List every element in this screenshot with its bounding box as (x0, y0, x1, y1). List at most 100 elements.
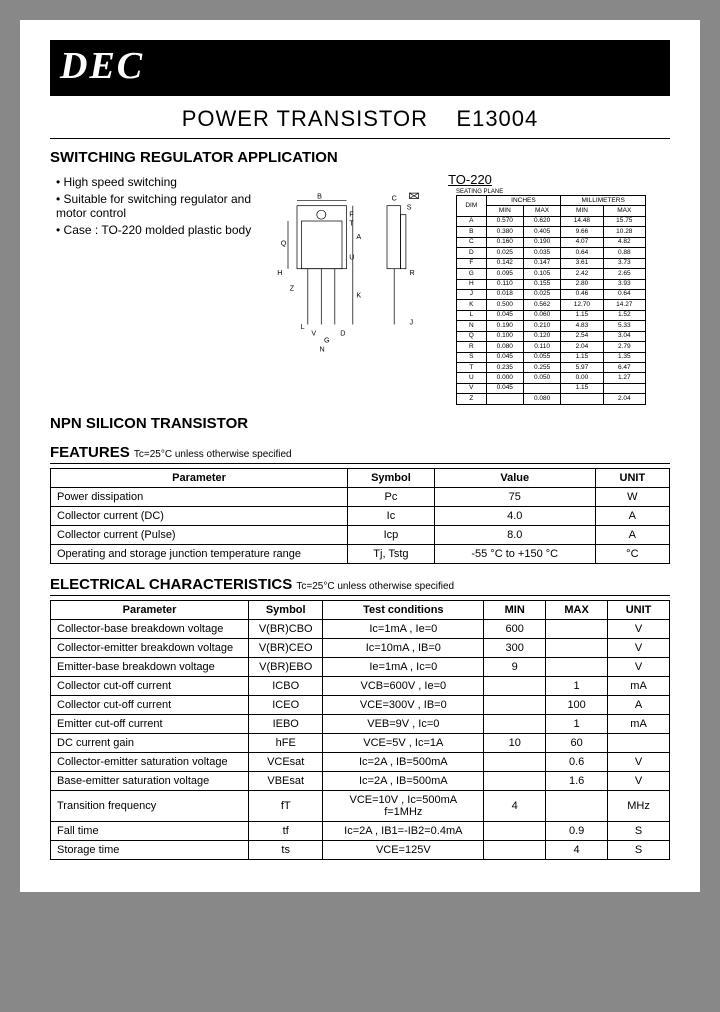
table-cell: A (595, 525, 669, 544)
table-cell: W (595, 487, 669, 506)
col-parameter: Parameter (51, 600, 249, 619)
table-cell: tf (249, 821, 323, 840)
dim-cell: 0.00 (561, 373, 603, 383)
col-max: MAX (546, 600, 608, 619)
top-section: High speed switching Suitable for switch… (50, 172, 670, 405)
table-cell: ICBO (249, 676, 323, 695)
dim-row: U0.0000.0500.001.27 (457, 373, 646, 383)
table-cell: 300 (484, 638, 546, 657)
table-row: Emitter cut-off currentIEBOVEB=9V , Ic=0… (51, 714, 670, 733)
dim-cell: G (457, 269, 487, 279)
part-number: E13004 (456, 106, 538, 131)
table-cell: 1 (546, 676, 608, 695)
dim-cell: 0.100 (486, 331, 523, 341)
table-cell: hFE (249, 733, 323, 752)
svg-text:G: G (324, 336, 330, 345)
table-cell: Ic=2A , IB1=-IB2=0.4mA (323, 821, 484, 840)
dim-row: Z0.0802.04 (457, 394, 646, 404)
table-cell (546, 619, 608, 638)
col-unit: UNIT (595, 468, 669, 487)
table-cell: mA (608, 676, 670, 695)
dim-row: B0.3800.4059.6610.28 (457, 227, 646, 237)
dim-cell: 0.620 (523, 216, 560, 226)
dim-cell: 0.190 (523, 237, 560, 247)
dim-cell (486, 394, 523, 404)
table-cell: Emitter-base breakdown voltage (51, 657, 249, 676)
table-row: Base-emitter saturation voltageVBEsatIc=… (51, 771, 670, 790)
table-row: Collector cut-off currentICEOVCE=300V , … (51, 695, 670, 714)
dim-cell: 3.93 (603, 279, 645, 289)
svg-text:J: J (410, 318, 414, 327)
dim-cell: 1.52 (603, 310, 645, 320)
table-row: Storage timetsVCE=125V4S (51, 840, 670, 859)
table-cell: Transition frequency (51, 790, 249, 821)
application-heading: SWITCHING REGULATOR APPLICATION (50, 149, 670, 168)
table-cell: Storage time (51, 840, 249, 859)
dim-cell: 9.66 (561, 227, 603, 237)
table-cell: Collector-base breakdown voltage (51, 619, 249, 638)
dim-header: DIM (457, 196, 487, 217)
table-cell: VCE=10V , Ic=500mA f=1MHz (323, 790, 484, 821)
inches-header: INCHES (486, 196, 561, 206)
dim-cell: 0.570 (486, 216, 523, 226)
table-cell: 0.6 (546, 752, 608, 771)
svg-text:A: A (356, 232, 361, 241)
dim-cell: 2.65 (603, 269, 645, 279)
table-cell: IEBO (249, 714, 323, 733)
table-cell: °C (595, 544, 669, 563)
table-cell: mA (608, 714, 670, 733)
dim-cell: 14.48 (561, 216, 603, 226)
dim-cell: 0.155 (523, 279, 560, 289)
dim-cell: 0.88 (603, 248, 645, 258)
table-cell (484, 714, 546, 733)
table-row: Operating and storage junction temperatu… (51, 544, 670, 563)
dim-cell: 1.35 (603, 352, 645, 362)
datasheet-page: DEC POWER TRANSISTOR E13004 SWITCHING RE… (20, 20, 700, 892)
dim-cell: 0.235 (486, 363, 523, 373)
dim-row: J0.0180.0250.460.64 (457, 289, 646, 299)
dim-cell: 10.28 (603, 227, 645, 237)
dim-cell: 0.045 (486, 352, 523, 362)
electrical-table: Parameter Symbol Test conditions MIN MAX… (50, 600, 670, 860)
dim-cell: 3.04 (603, 331, 645, 341)
table-cell: Power dissipation (51, 487, 348, 506)
table-cell: Operating and storage junction temperatu… (51, 544, 348, 563)
dim-cell: 0.46 (561, 289, 603, 299)
package-area: TO-220 B A K (270, 172, 670, 405)
table-cell (546, 657, 608, 676)
features-table: Parameter Symbol Value UNIT Power dissip… (50, 468, 670, 564)
dim-cell: T (457, 363, 487, 373)
table-cell: 4.0 (434, 506, 595, 525)
table-row: Emitter-base breakdown voltageV(BR)EBOIe… (51, 657, 670, 676)
features-heading: FEATURES Tc=25°C unless otherwise specif… (50, 444, 670, 464)
dim-cell: 6.47 (603, 363, 645, 373)
svg-text:D: D (340, 328, 345, 337)
svg-text:L: L (301, 322, 305, 331)
dim-cell (561, 394, 603, 404)
dim-cell: 0.080 (486, 342, 523, 352)
dim-row: F0.1420.1473.613.73 (457, 258, 646, 268)
dim-cell: 4.07 (561, 237, 603, 247)
table-row: Collector cut-off currentICBOVCB=600V , … (51, 676, 670, 695)
max-header: MAX (523, 206, 560, 216)
elec-heading: ELECTRICAL CHARACTERISTICS Tc=25°C unles… (50, 576, 670, 596)
table-cell: Ic (348, 506, 435, 525)
dim-cell: 0.500 (486, 300, 523, 310)
dim-cell: Z (457, 394, 487, 404)
svg-text:F: F (349, 210, 354, 219)
dim-cell: B (457, 227, 487, 237)
dim-cell: R (457, 342, 487, 352)
table-cell: V(BR)CBO (249, 619, 323, 638)
dim-cell: 0.380 (486, 227, 523, 237)
bullet-2: Suitable for switching regulator and mot… (56, 192, 260, 220)
table-cell: ts (249, 840, 323, 859)
table-cell (546, 790, 608, 821)
table-cell: 1 (546, 714, 608, 733)
table-cell: 600 (484, 619, 546, 638)
table-cell: VCE=300V , IB=0 (323, 695, 484, 714)
table-cell: MHz (608, 790, 670, 821)
dim-cell (603, 383, 645, 393)
table-cell: Ic=2A , IB=500mA (323, 752, 484, 771)
dim-cell: 0.035 (523, 248, 560, 258)
dim-cell: N (457, 321, 487, 331)
